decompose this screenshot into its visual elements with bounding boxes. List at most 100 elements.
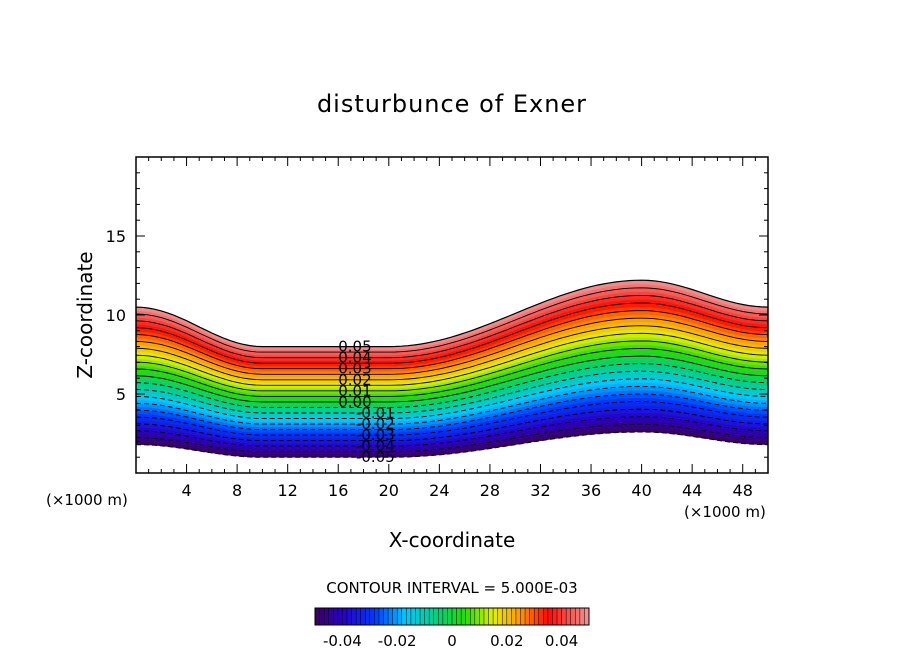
x-tick-label: 48 [733, 481, 753, 500]
colorbar-swatch [383, 608, 389, 625]
contour-label: 0.02 [338, 371, 371, 389]
y-tick-label: 15 [106, 227, 126, 246]
colorbar-swatch [337, 608, 343, 625]
contour-label: 0.00 [338, 393, 371, 411]
colorbar [314, 607, 590, 626]
contour-line [136, 348, 768, 397]
colorbar-swatch [342, 608, 348, 625]
colorbar-swatch [474, 608, 480, 625]
colorbar-swatch [520, 608, 526, 625]
colorbar-swatch [511, 608, 517, 625]
contour-line [136, 355, 768, 403]
contour-line [136, 431, 768, 458]
colorbar-swatch [433, 608, 439, 625]
colorbar-swatch [356, 608, 362, 625]
contour-label: -0.05 [356, 448, 395, 466]
colorbar-swatch [515, 608, 521, 625]
colorbar-swatch [483, 608, 489, 625]
contour-line [136, 378, 768, 419]
colorbar-swatch [525, 608, 531, 625]
colorbar-swatch [543, 608, 549, 625]
colorbar-swatch [579, 608, 585, 625]
colorbar-swatch [575, 608, 581, 625]
x-tick-label: 8 [232, 481, 242, 500]
colorbar-swatch [465, 608, 471, 625]
colorbar-swatch [369, 608, 375, 625]
colorbar-swatch [442, 608, 448, 625]
contour-line [136, 332, 768, 386]
colorbar-swatch [401, 608, 407, 625]
x-tick-label: 44 [682, 481, 702, 500]
colorbar-swatch [424, 608, 430, 625]
colorbar-swatch [406, 608, 412, 625]
colorbar-swatch [470, 608, 476, 625]
y-axis-label: Z-coordinate [73, 251, 97, 378]
colorbar-swatch [452, 608, 457, 625]
contour-line [136, 393, 768, 431]
colorbar-swatch [557, 608, 562, 625]
y-tick-label: 5 [116, 385, 126, 404]
colorbar-swatch [438, 608, 444, 625]
x-tick-label: 4 [181, 481, 191, 500]
x-unit-left: (×1000 m) [46, 491, 128, 509]
contour-label: -0.04 [356, 437, 395, 455]
x-axis-label: X-coordinate [389, 528, 516, 552]
colorbar-swatch [365, 608, 371, 625]
colorbar-tick-label: -0.02 [378, 632, 417, 650]
contour-line [136, 294, 768, 359]
y-tick-labels: 5 10 15 [106, 227, 126, 404]
contour-label: 0.05 [338, 338, 371, 356]
x-tick-label: 16 [328, 481, 348, 500]
colorbar-swatch [506, 608, 512, 625]
contour-line [136, 302, 768, 364]
colorbar-swatch [538, 608, 544, 625]
colorbar-swatch [410, 608, 416, 625]
x-unit-right: (×1000 m) [684, 503, 766, 521]
contour-label: -0.01 [356, 404, 395, 422]
x-tick-label: 20 [379, 481, 399, 500]
colorbar-swatch [397, 608, 403, 625]
x-tick-label: 12 [278, 481, 298, 500]
contour-label: 0.03 [338, 360, 371, 378]
axis-ticks [136, 157, 768, 473]
colorbar-swatch [378, 608, 384, 625]
colorbar-tick-label: 0.04 [545, 632, 578, 650]
colorbar-swatch [324, 608, 330, 625]
x-tick-label: 40 [631, 481, 651, 500]
x-tick-label: 24 [429, 481, 449, 500]
contour-line [136, 317, 768, 375]
colorbar-swatch [346, 608, 352, 625]
colorbar-swatch [319, 608, 325, 625]
colorbar-swatch [552, 608, 558, 625]
colorbar-swatch [328, 608, 334, 625]
contour-line [136, 340, 768, 392]
contour-labels: 0.050.040.030.020.010.00-0.01-0.02-0.03-… [338, 338, 395, 467]
contour-label: -0.02 [356, 415, 395, 433]
x-tick-label: 36 [581, 481, 601, 500]
colorbar-swatch [360, 608, 366, 625]
contour-line [136, 385, 768, 425]
colorbar-swatch [493, 608, 499, 625]
colorbar-tick-label: -0.04 [323, 632, 362, 650]
colorbar-swatch [392, 608, 398, 625]
colorbar-tick-label: 0 [447, 632, 457, 650]
contour-label: 0.04 [338, 349, 371, 367]
colorbar-swatch [447, 608, 453, 625]
colorbar-swatch [561, 608, 567, 625]
colorbar-swatch [479, 608, 485, 625]
contour-lines [136, 279, 768, 458]
colorbar-swatch [429, 608, 435, 625]
contour-line [136, 416, 768, 447]
chart-title: disturbunce of Exner [317, 90, 587, 118]
contour-line [136, 401, 768, 436]
colorbar-swatch [547, 608, 553, 625]
contour-line [136, 370, 768, 414]
x-tick-label: 28 [480, 481, 500, 500]
contour-label: 0.01 [338, 382, 371, 400]
colorbar-tick-labels: -0.04 -0.02 0 0.02 0.04 [323, 632, 578, 650]
colorbar-swatch [420, 608, 425, 625]
contour-line [136, 279, 768, 348]
colorbar-swatch [415, 608, 421, 625]
colorbar-swatch [333, 608, 339, 625]
